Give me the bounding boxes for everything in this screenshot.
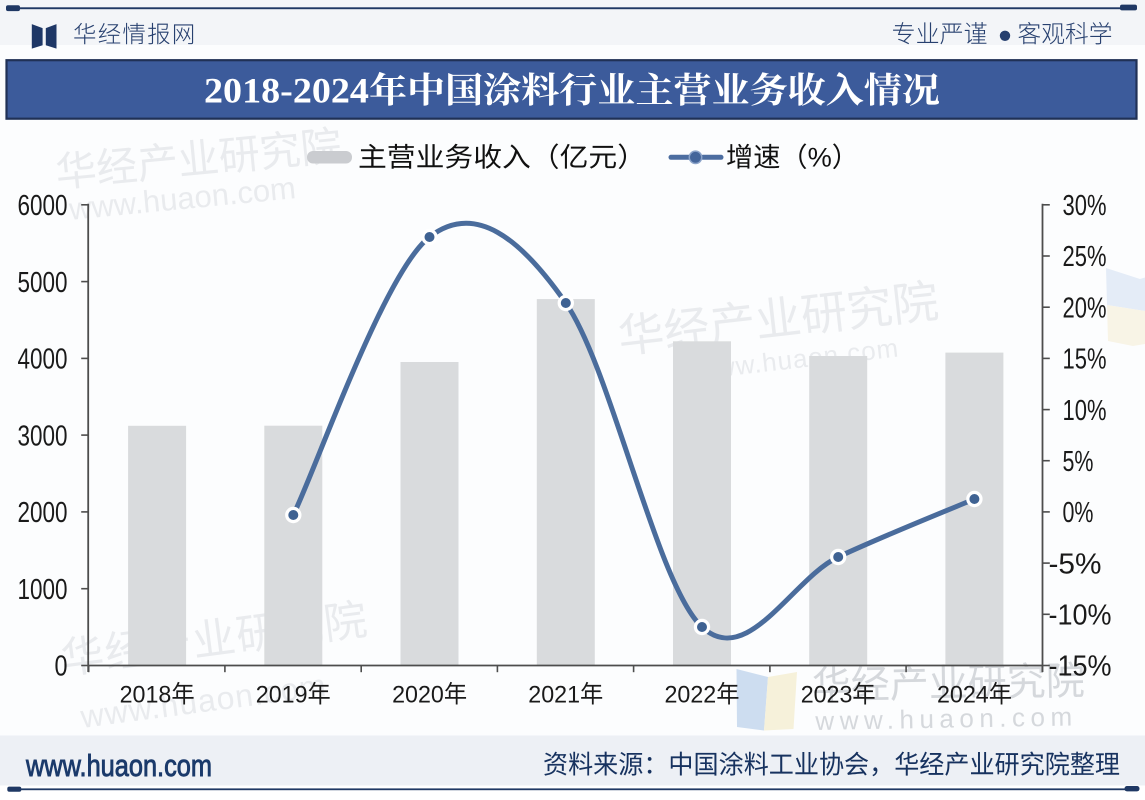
svg-text:1000: 1000	[18, 574, 68, 606]
svg-text:3000: 3000	[18, 420, 68, 452]
svg-text:2000: 2000	[18, 497, 68, 529]
svg-text:-5%: -5%	[1049, 548, 1102, 580]
svg-text:2024年: 2024年	[937, 682, 1012, 709]
svg-text:15%: 15%	[1063, 344, 1107, 376]
svg-text:-10%: -10%	[1049, 600, 1112, 632]
svg-text:客观科学: 客观科学	[1018, 22, 1113, 49]
svg-text:30%: 30%	[1063, 190, 1107, 222]
svg-text:10%: 10%	[1063, 395, 1107, 427]
svg-text:2022年: 2022年	[665, 682, 740, 709]
svg-text:0%: 0%	[1063, 497, 1094, 529]
svg-text:6000: 6000	[18, 190, 68, 222]
svg-text:2020年: 2020年	[392, 682, 467, 709]
svg-text:华经情报网: 华经情报网	[73, 22, 197, 48]
svg-text:www.huaon.com: www.huaon.com	[25, 748, 212, 783]
svg-text:25%: 25%	[1063, 241, 1107, 273]
svg-text:0: 0	[55, 651, 68, 683]
svg-text:5000: 5000	[18, 267, 68, 299]
svg-text:-15%: -15%	[1049, 651, 1112, 683]
svg-text:5%: 5%	[1063, 446, 1094, 478]
svg-text:2019年: 2019年	[256, 682, 331, 709]
svg-text:2018-2024年中国涂料行业主营业务收入情况: 2018-2024年中国涂料行业主营业务收入情况	[204, 71, 940, 111]
svg-text:2021年: 2021年	[528, 682, 603, 709]
svg-text:www.huaon.com: www.huaon.com	[814, 701, 1078, 736]
svg-text:2023年: 2023年	[801, 682, 876, 709]
svg-text:增速（%）: 增速（%）	[726, 143, 859, 173]
svg-text:主营业务收入（亿元）: 主营业务收入（亿元）	[358, 143, 646, 173]
svg-text:专业严谨: 专业严谨	[892, 22, 988, 49]
svg-text:华经产业研究院: 华经产业研究院	[811, 660, 1085, 708]
svg-text:资料来源：中国涂料工业协会，华经产业研究院整理: 资料来源：中国涂料工业协会，华经产业研究院整理	[543, 750, 1120, 780]
svg-text:20%: 20%	[1063, 292, 1107, 324]
svg-text:2018年: 2018年	[120, 682, 195, 709]
svg-text:4000: 4000	[18, 344, 68, 376]
